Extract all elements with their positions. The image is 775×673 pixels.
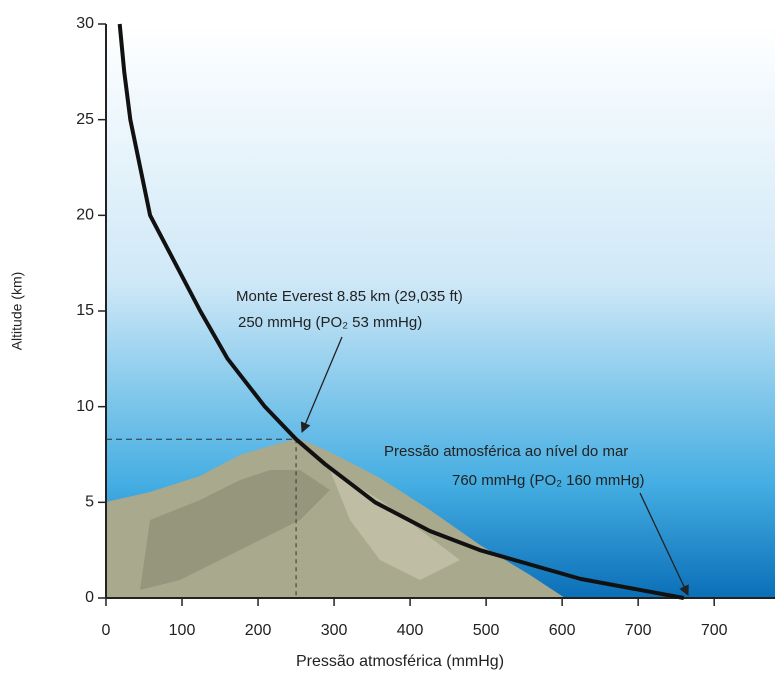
mountain-highlight (330, 470, 460, 580)
mountain-shade (140, 470, 330, 590)
y-tick-label: 20 (76, 207, 94, 224)
annotation: Pressão atmosférica ao nível do mar (384, 443, 628, 460)
x-tick-label: 700 (701, 622, 728, 639)
y-tick-label: 10 (76, 398, 94, 415)
x-tick-label: 700 (625, 622, 652, 639)
x-tick-label: 200 (245, 622, 272, 639)
y-tick-label: 0 (85, 589, 94, 606)
arrow (639, 492, 689, 596)
x-tick-label: 400 (397, 622, 424, 639)
y-tick-label: 5 (85, 494, 94, 511)
arrow (300, 336, 343, 433)
x-axis-label: Pressão atmosférica (mmHg) (296, 653, 504, 670)
annotation: 760 mmHg (PO₂ 160 mmHg) (452, 472, 645, 489)
annotation: Monte Everest 8.85 km (29,035 ft) (236, 288, 463, 305)
x-tick-label: 0 (102, 622, 111, 639)
x-tick-label: 300 (321, 622, 348, 639)
y-axis-label: Altitude (km) (9, 272, 25, 351)
annotation: 250 mmHg (PO₂ 53 mmHg) (238, 314, 422, 331)
y-tick-label: 15 (76, 302, 94, 319)
y-tick-label: 25 (76, 111, 94, 128)
x-tick-label: 500 (473, 622, 500, 639)
x-tick-label: 100 (169, 622, 196, 639)
line (117, 23, 685, 600)
x-tick-label: 600 (549, 622, 576, 639)
y-tick-label: 30 (76, 15, 94, 32)
